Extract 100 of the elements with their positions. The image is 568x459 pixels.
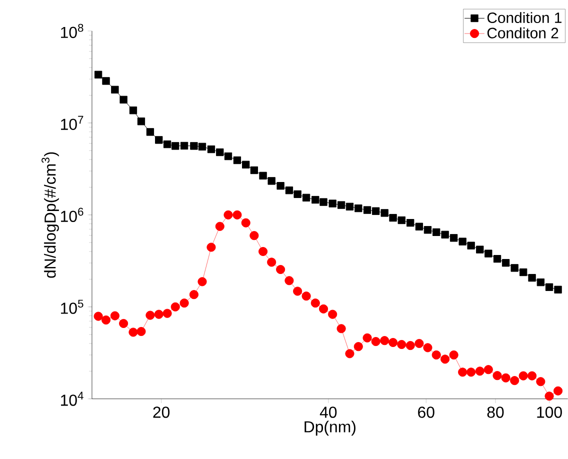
point <box>363 206 372 214</box>
point <box>423 343 432 352</box>
point <box>501 373 510 382</box>
point <box>432 350 441 360</box>
point <box>544 392 554 401</box>
point <box>258 247 268 256</box>
point <box>302 194 310 202</box>
point <box>380 336 390 346</box>
point <box>310 298 320 308</box>
point <box>458 238 466 246</box>
point <box>475 366 484 376</box>
point <box>224 152 232 160</box>
point <box>198 142 206 151</box>
point <box>389 214 397 222</box>
y-tick-label: 10$^{4}$ <box>61 392 84 406</box>
point <box>224 210 233 220</box>
legend-label: Condition 1 <box>487 12 562 24</box>
point <box>553 386 563 396</box>
point <box>406 341 415 350</box>
point <box>318 304 328 314</box>
point <box>336 324 346 334</box>
point <box>242 160 250 169</box>
point <box>137 118 146 126</box>
point <box>328 310 338 319</box>
point <box>536 278 545 286</box>
point <box>380 209 388 217</box>
point <box>146 310 155 320</box>
point <box>406 219 414 227</box>
point <box>466 368 476 377</box>
point <box>101 316 111 325</box>
point <box>476 246 484 254</box>
point <box>440 354 450 364</box>
point <box>484 365 493 374</box>
point <box>527 371 537 380</box>
point <box>337 201 346 209</box>
point <box>267 258 276 267</box>
y-tick-label: 10$^{8}$ <box>61 24 84 38</box>
point <box>467 242 475 250</box>
point <box>536 377 546 386</box>
point <box>458 368 468 377</box>
point <box>414 339 424 348</box>
point <box>111 86 119 94</box>
point <box>510 264 518 272</box>
point <box>493 255 502 263</box>
point <box>362 333 372 342</box>
point <box>180 142 188 150</box>
point <box>170 302 180 312</box>
point <box>162 308 172 318</box>
point <box>397 340 406 350</box>
point <box>492 371 502 380</box>
point <box>119 319 128 328</box>
y-tick-label: 10$^{7}$ <box>61 116 84 130</box>
point <box>518 371 528 380</box>
point <box>528 274 536 282</box>
point <box>294 190 302 198</box>
point <box>154 310 164 319</box>
point <box>449 350 458 360</box>
point <box>146 128 154 136</box>
point <box>432 228 440 236</box>
point <box>284 276 294 286</box>
point <box>190 142 198 150</box>
point <box>276 265 286 274</box>
point <box>302 292 311 301</box>
point <box>189 290 198 300</box>
point <box>545 283 554 292</box>
point <box>102 77 110 85</box>
point <box>346 202 354 211</box>
point <box>94 312 103 321</box>
x-tick-label: 60 <box>418 406 434 418</box>
legend-label: Conditon 2 <box>487 27 558 38</box>
point <box>216 148 224 156</box>
point <box>163 140 172 148</box>
point <box>207 146 216 154</box>
point <box>328 200 336 208</box>
x-tick-label: 20 <box>153 406 170 418</box>
point <box>180 298 189 308</box>
point <box>268 177 276 185</box>
point <box>94 70 102 79</box>
point <box>372 207 380 216</box>
point <box>136 327 146 336</box>
x-axis-title: Dp(nm) <box>304 420 356 436</box>
point <box>120 96 128 104</box>
point <box>519 268 528 276</box>
point <box>510 376 520 386</box>
point <box>345 349 354 358</box>
point <box>354 204 362 212</box>
point <box>450 234 458 242</box>
point <box>259 172 267 180</box>
point <box>354 342 363 352</box>
point <box>250 231 259 240</box>
point <box>554 286 562 294</box>
point <box>441 230 449 239</box>
point <box>424 226 432 234</box>
y-tick-label: 10$^{6}$ <box>61 208 84 222</box>
point <box>320 198 328 206</box>
point <box>172 142 180 150</box>
point <box>484 250 492 258</box>
point <box>276 182 284 190</box>
point <box>198 277 207 286</box>
point <box>398 216 406 224</box>
